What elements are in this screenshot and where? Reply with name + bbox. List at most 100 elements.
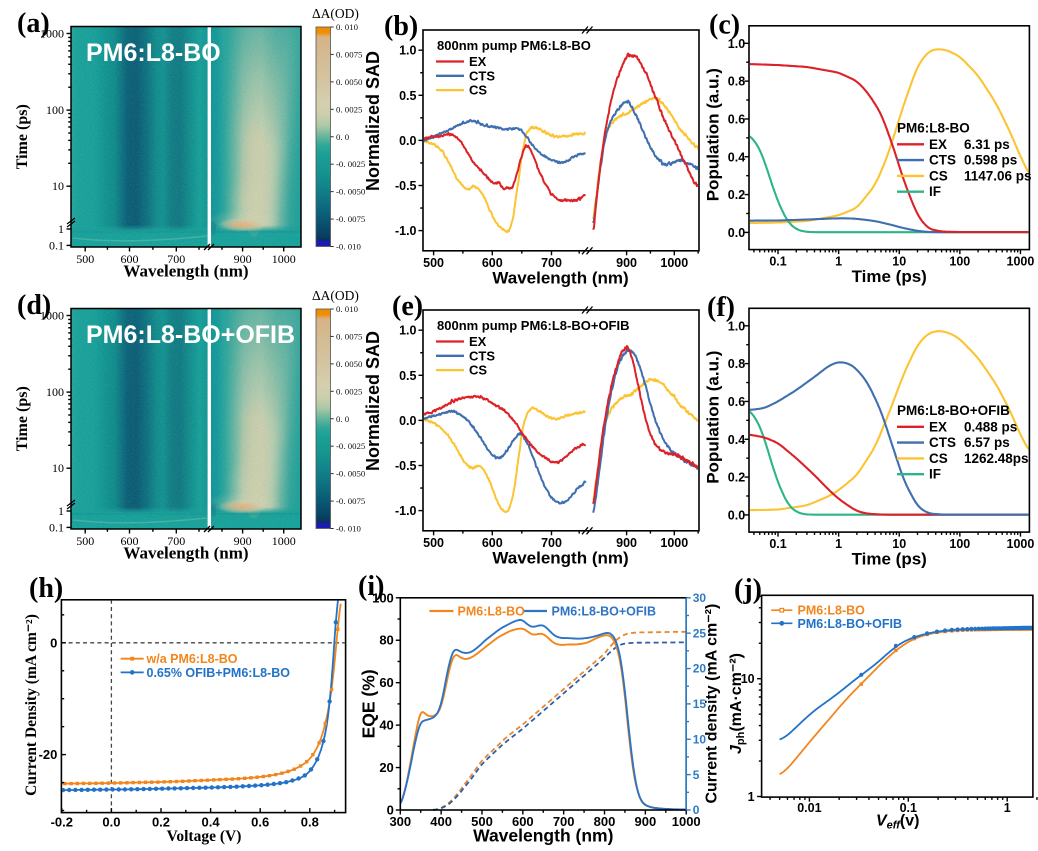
svg-text:Current density (mA cm⁻²): Current density (mA cm⁻²) [704, 604, 721, 804]
svg-text:0.0: 0.0 [102, 815, 120, 830]
svg-text:0.0: 0.0 [399, 134, 416, 148]
svg-text:0. 010: 0. 010 [336, 22, 359, 32]
svg-text:0.8: 0.8 [301, 815, 319, 830]
svg-text:1.0: 1.0 [399, 44, 416, 58]
svg-text:CS: CS [469, 83, 487, 98]
svg-text:CTS: CTS [929, 153, 956, 168]
svg-text:10: 10 [741, 672, 755, 686]
svg-text:900: 900 [616, 256, 637, 270]
svg-text:600: 600 [482, 536, 503, 550]
svg-text:60: 60 [379, 675, 393, 690]
svg-text:6.31 ps: 6.31 ps [964, 137, 1010, 152]
svg-text:10: 10 [892, 255, 906, 269]
svg-text:25: 25 [693, 626, 707, 640]
svg-text:w/a PM6:L8-BO: w/a PM6:L8-BO [146, 652, 238, 666]
svg-text:CS: CS [929, 168, 948, 183]
svg-text:CS: CS [469, 363, 487, 378]
svg-text:700: 700 [541, 536, 562, 550]
svg-text:-0. 0025: -0. 0025 [336, 441, 366, 451]
svg-text:1.0: 1.0 [728, 37, 745, 51]
svg-text:Wavelength (nm): Wavelength (nm) [492, 549, 628, 568]
svg-text:10: 10 [52, 179, 64, 193]
svg-text:0. 0025: 0. 0025 [336, 386, 363, 396]
svg-text:PM6:L8-BO+OFIB: PM6:L8-BO+OFIB [86, 321, 295, 349]
svg-text:-0. 0075: -0. 0075 [336, 496, 366, 506]
svg-text:15: 15 [693, 697, 707, 711]
svg-text:0.8: 0.8 [728, 357, 745, 371]
svg-text:900: 900 [635, 814, 657, 829]
svg-text:30: 30 [693, 591, 707, 605]
svg-text:0.0: 0.0 [399, 414, 416, 428]
svg-text:0: 0 [693, 803, 700, 817]
svg-text:Time (ps): Time (ps) [14, 386, 31, 451]
svg-text:100: 100 [46, 385, 64, 399]
svg-text:1.0: 1.0 [399, 324, 416, 338]
svg-text:IF: IF [929, 184, 941, 199]
svg-text:0. 010: 0. 010 [336, 304, 359, 314]
svg-text:-0. 0075: -0. 0075 [336, 214, 366, 224]
svg-text:500: 500 [423, 536, 444, 550]
svg-text:0.4: 0.4 [728, 150, 745, 164]
svg-text:-0.5: -0.5 [395, 459, 417, 473]
svg-text:Time (ps): Time (ps) [14, 104, 31, 169]
svg-text:1000: 1000 [40, 27, 64, 41]
svg-text:CTS: CTS [469, 68, 495, 83]
svg-text:0.598 ps: 0.598 ps [964, 153, 1017, 168]
svg-text:PM6:L8-BO: PM6:L8-BO [86, 39, 221, 67]
svg-text:0.4: 0.4 [202, 815, 221, 830]
svg-text:-20: -20 [39, 747, 58, 762]
svg-text:300: 300 [389, 814, 411, 829]
svg-text:1000: 1000 [1007, 255, 1035, 269]
svg-text:0: 0 [50, 635, 57, 650]
svg-text:1000: 1000 [40, 309, 64, 323]
svg-text:EX: EX [929, 137, 947, 152]
svg-text:Normalized SAD: Normalized SAD [363, 331, 383, 471]
svg-text:0.2: 0.2 [728, 188, 745, 202]
svg-text:PM6:L8-BO+OFIB: PM6:L8-BO+OFIB [798, 617, 903, 631]
svg-text:0.1: 0.1 [49, 238, 64, 252]
svg-text:700: 700 [553, 814, 575, 829]
svg-text:1: 1 [835, 537, 842, 551]
svg-text:PM6:L8-BO+OFIB: PM6:L8-BO+OFIB [552, 605, 657, 619]
svg-text:800nm pump PM6:L8-BO: 800nm pump PM6:L8-BO [437, 38, 591, 53]
svg-text:ΔA(OD): ΔA(OD) [312, 288, 359, 303]
svg-text:Population (a.u.): Population (a.u.) [704, 68, 723, 201]
svg-text:400: 400 [430, 814, 452, 829]
svg-text:0. 0: 0. 0 [336, 414, 350, 424]
svg-text:900: 900 [234, 534, 252, 548]
svg-text:100: 100 [372, 590, 394, 605]
svg-text:80: 80 [379, 633, 393, 648]
svg-text:Wavelength (nm): Wavelength (nm) [492, 269, 628, 288]
svg-text:ΔA(OD): ΔA(OD) [312, 6, 359, 21]
svg-text:500: 500 [76, 252, 94, 266]
svg-text:(d): (d) [17, 290, 51, 321]
svg-text:PM6:L8-BO: PM6:L8-BO [798, 604, 866, 618]
svg-text:0.0: 0.0 [728, 226, 745, 240]
svg-text:0.6: 0.6 [251, 815, 269, 830]
svg-text:20: 20 [693, 662, 707, 676]
svg-text:20: 20 [379, 760, 393, 775]
svg-text:0.2: 0.2 [152, 815, 170, 830]
svg-text:0.2: 0.2 [728, 471, 745, 485]
svg-text:10: 10 [52, 461, 64, 475]
svg-text:1: 1 [748, 790, 755, 804]
svg-text:5: 5 [693, 768, 700, 782]
svg-text:0: 0 [387, 803, 394, 818]
svg-text:900: 900 [616, 536, 637, 550]
svg-text:-1.0: -1.0 [395, 504, 417, 518]
svg-text:0.1: 0.1 [769, 537, 786, 551]
svg-text:Jph(mA·cm⁻²): Jph(mA·cm⁻²) [728, 653, 747, 754]
svg-text:(b): (b) [384, 11, 418, 42]
svg-text:-0.5: -0.5 [395, 179, 417, 193]
svg-text:1000: 1000 [1007, 537, 1035, 551]
svg-text:700: 700 [167, 252, 185, 266]
svg-text:-0. 0050: -0. 0050 [336, 469, 366, 479]
svg-text:0. 0025: 0. 0025 [336, 104, 363, 114]
svg-text:1: 1 [58, 222, 64, 236]
svg-text:Voltage (V): Voltage (V) [167, 828, 242, 845]
svg-text:600: 600 [121, 252, 139, 266]
svg-text:500: 500 [423, 256, 444, 270]
svg-text:0.8: 0.8 [728, 75, 745, 89]
svg-text:(i): (i) [358, 571, 384, 602]
svg-text:600: 600 [121, 534, 139, 548]
